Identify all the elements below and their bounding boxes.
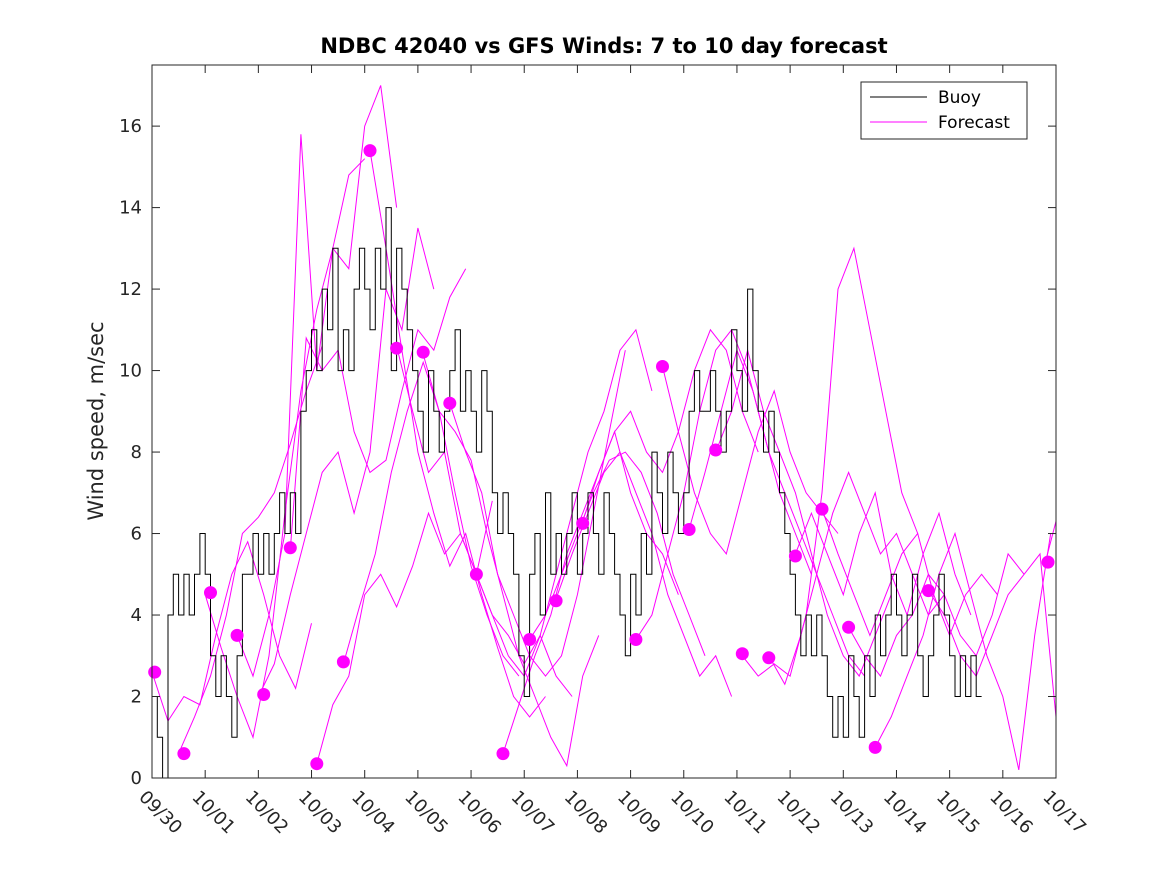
x-tick-label: 10/07 <box>507 787 559 839</box>
forecast-start-marker <box>815 502 829 516</box>
forecast-series-line <box>688 348 865 677</box>
forecast-start-marker <box>523 633 537 646</box>
x-tick-label: 10/10 <box>666 787 718 839</box>
forecast-start-marker <box>788 549 802 563</box>
x-tick-label: 10/03 <box>294 787 346 839</box>
forecast-start-marker <box>230 628 244 642</box>
forecast-start-marker <box>629 633 643 646</box>
forecast-start-marker <box>656 360 669 373</box>
forecast-start-marker <box>1041 555 1055 569</box>
forecast-start-marker <box>762 651 776 665</box>
forecast-series-line <box>874 531 1052 771</box>
x-tick-label: 10/15 <box>932 787 984 839</box>
forecast-series-line <box>768 471 945 686</box>
x-tick-label: 10/13 <box>826 787 878 839</box>
forecast-series-line <box>741 246 919 677</box>
forecast-series-line <box>151 540 312 723</box>
forecast-start-marker <box>363 144 377 158</box>
y-tick-label: 8 <box>131 442 142 463</box>
legend: Buoy Forecast <box>860 81 1028 140</box>
forecast-start-marker <box>257 688 271 701</box>
y-tick-label: 16 <box>119 116 142 137</box>
x-tick-label: 10/01 <box>188 787 240 839</box>
forecast-start-marker <box>868 740 882 754</box>
forecast-start-marker <box>390 341 404 355</box>
x-tick-label: 10/05 <box>400 787 452 839</box>
plot-frame <box>151 64 1057 779</box>
x-tick-label: 10/09 <box>613 787 665 839</box>
x-tick-label: 10/14 <box>879 787 931 839</box>
forecast-start-marker <box>682 523 696 536</box>
forecast-start-marker <box>283 541 297 555</box>
buoy-series-line <box>152 207 982 779</box>
y-tick-label: 14 <box>119 198 142 219</box>
y-tick-label: 6 <box>131 524 142 545</box>
y-tick-label: 4 <box>131 605 142 626</box>
x-tick-label: 10/17 <box>1038 787 1090 839</box>
forecast-series-line <box>662 366 839 556</box>
y-tick-label: 10 <box>119 361 142 382</box>
forecast-markers <box>148 144 1055 771</box>
forecast-start-marker <box>576 516 590 530</box>
forecast-series-line <box>821 508 998 637</box>
forecast-start-marker <box>204 586 217 600</box>
forecast-series-line <box>794 491 972 617</box>
forecast-series-line <box>178 345 323 754</box>
legend-box <box>860 81 1028 140</box>
forecast-start-marker <box>443 396 457 410</box>
y-axis: 0 2 4 6 8 10 12 14 16 <box>119 116 1056 789</box>
legend-buoy-label: Buoy <box>938 88 981 108</box>
x-tick-label: 10/08 <box>560 787 612 839</box>
x-tick-label: 09/30 <box>134 787 186 839</box>
x-tick-label: 10/11 <box>719 787 771 839</box>
forecast-series-line <box>289 268 467 550</box>
forecast-series-line <box>369 150 546 718</box>
buoy-line <box>152 207 982 779</box>
forecast-start-marker <box>842 620 856 634</box>
forecast-start-marker <box>496 747 510 761</box>
forecast-series-line <box>257 227 435 697</box>
forecast-start-marker <box>416 345 430 359</box>
x-tick-label: 10/04 <box>347 787 399 839</box>
y-axis-label: Wind speed, m/sec <box>84 321 108 520</box>
chart-title: NDBC 42040 vs GFS Winds: 7 to 10 day for… <box>320 34 887 58</box>
forecast-start-marker <box>336 655 350 669</box>
forecast-series-line <box>635 328 812 640</box>
y-tick-label: 2 <box>131 687 142 708</box>
forecast-start-marker <box>549 594 563 608</box>
forecast-start-marker <box>709 443 723 457</box>
x-tick-label: 10/06 <box>454 787 506 839</box>
forecast-lines <box>151 85 1057 771</box>
forecast-start-marker <box>177 747 191 761</box>
forecast-start-marker <box>735 647 749 661</box>
forecast-series-line <box>422 354 600 768</box>
x-tick-label: 10/16 <box>985 787 1037 839</box>
forecast-start-marker <box>310 757 324 771</box>
y-tick-label: 0 <box>131 768 142 789</box>
forecast-start-marker <box>469 567 483 581</box>
forecast-series-line <box>1044 521 1057 563</box>
x-tick-label: 10/12 <box>773 787 825 839</box>
forecast-series-line <box>715 348 892 678</box>
forecast-series-line <box>475 328 653 678</box>
forecast-series-line <box>449 350 626 677</box>
y-tick-label: 12 <box>119 279 142 300</box>
x-tick-label: 10/02 <box>241 787 293 839</box>
forecast-start-marker <box>148 665 162 679</box>
legend-forecast-label: Forecast <box>938 113 1010 133</box>
forecast-start-marker <box>921 584 935 598</box>
